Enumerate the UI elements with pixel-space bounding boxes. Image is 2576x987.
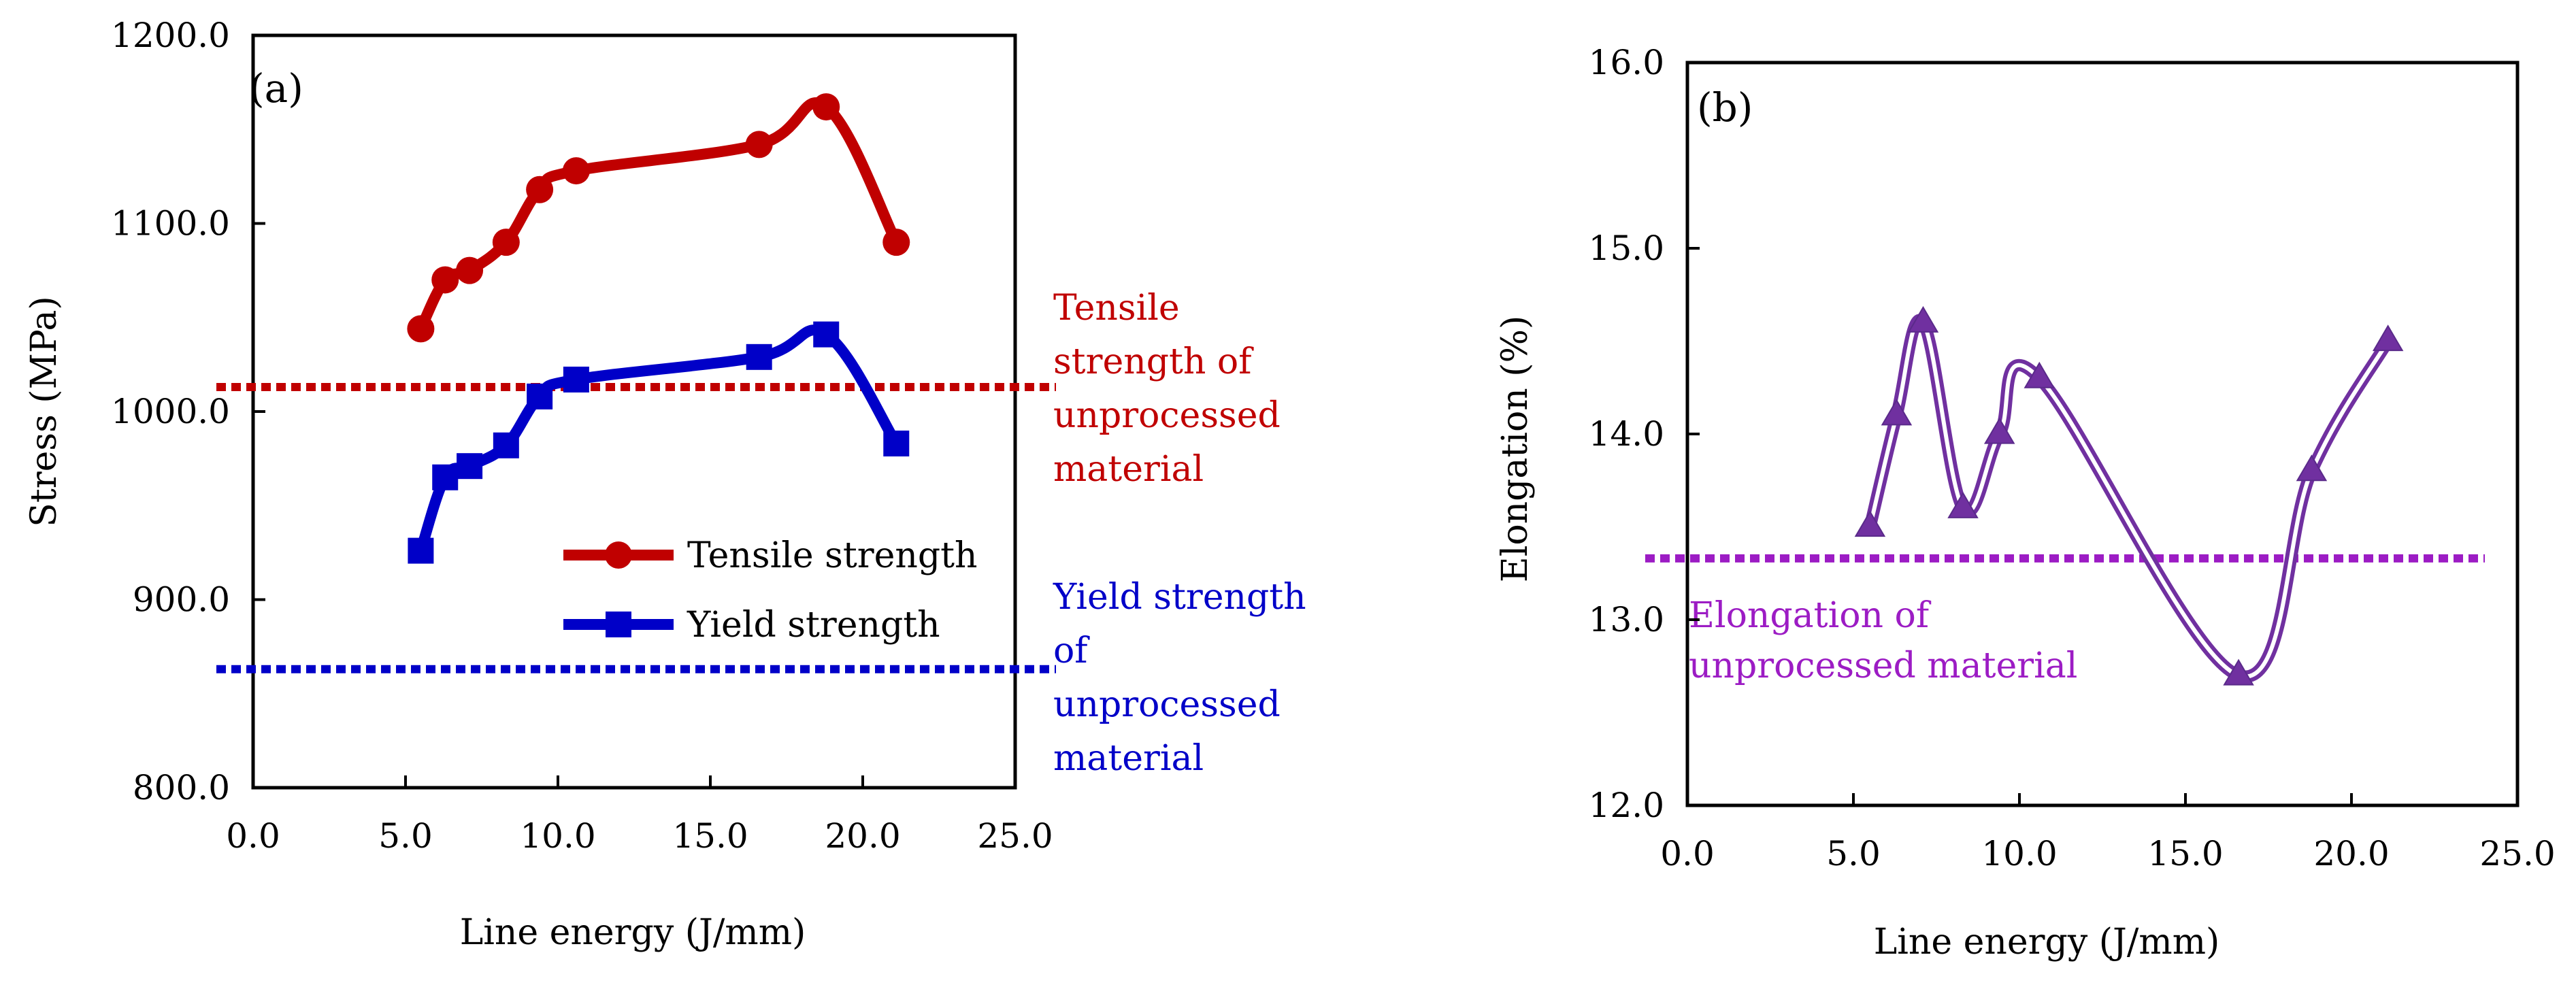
chart-b-y-tick-label: 14.0 xyxy=(1589,414,1664,454)
chart-a-x-axis-title: Line energy (J/mm) xyxy=(460,912,806,953)
chart-b-point xyxy=(2296,454,2328,482)
chart-b: Elongation of unprocessed material 0.0 5.0… xyxy=(1495,43,2556,963)
chart-a-point xyxy=(431,266,459,294)
chart-b-point xyxy=(1854,510,1886,537)
chart-b-y-axis-title: Elongation (%) xyxy=(1495,316,1536,583)
chart-a-x-tick-label: 10.0 xyxy=(520,816,595,856)
chart-b-point xyxy=(1881,399,1913,426)
chart-a-y-tick-label: 900.0 xyxy=(133,580,230,620)
chart-b-point xyxy=(2223,658,2254,686)
chart-a-point xyxy=(527,383,553,409)
legend-yield-marker xyxy=(606,612,631,637)
chart-b-point xyxy=(2024,361,2055,388)
chart-a-point xyxy=(882,229,910,256)
chart-a-reference-label: Tensile strength of unprocessed material xyxy=(1053,288,1281,490)
chart-a-y-tick-label: 800.0 xyxy=(133,768,230,807)
chart-a-point xyxy=(562,157,590,185)
chart-b-point xyxy=(2372,324,2404,352)
chart-b-y-tick-label: 16.0 xyxy=(1589,43,1664,82)
chart-a-plot-area xyxy=(251,33,1017,790)
chart-a-point xyxy=(813,321,840,348)
chart-a-point xyxy=(493,432,519,458)
chart-a-x-tick-label: 0.0 xyxy=(226,816,280,856)
chart-a-point xyxy=(812,93,840,121)
chart-b-reference-label: Elongation of unprocessed material xyxy=(1689,595,2077,686)
chart-b-point xyxy=(1907,305,1939,333)
chart-b-series-line xyxy=(1864,314,2394,683)
chart-b-x-axis-title: Line energy (J/mm) xyxy=(1874,922,2220,963)
chart-b-plot-area xyxy=(1685,61,2520,807)
chart-a-x-tick-label: 20.0 xyxy=(825,816,900,856)
chart-a-y-axis-title: Stress (MPa) xyxy=(24,296,65,527)
chart-a-series-line xyxy=(415,324,902,556)
chart-b-series-line-inner xyxy=(1868,318,2390,679)
chart-b-x-tick-label: 5.0 xyxy=(1826,834,1881,873)
chart-a-point xyxy=(408,537,434,564)
chart-a-y-tick-label: 1000.0 xyxy=(111,392,230,431)
chart-a-y-tick-label: 1200.0 xyxy=(111,16,230,55)
chart-b-x-tick-label: 0.0 xyxy=(1660,834,1715,873)
chart-a-series-line xyxy=(415,97,902,335)
chart-a: Tensile strength of unprocessed material Yie… xyxy=(24,16,1306,953)
chart-b-x-tick-label: 10.0 xyxy=(1981,834,2057,873)
chart-b-y-tick-label: 13.0 xyxy=(1589,600,1664,639)
chart-b-y-tick-label: 15.0 xyxy=(1589,229,1664,268)
chart-a-point xyxy=(526,175,554,203)
chart-a-x-tick-label: 5.0 xyxy=(378,816,433,856)
chart-b-y-tick-label: 12.0 xyxy=(1589,786,1664,825)
chart-b-x-tick-label: 15.0 xyxy=(2147,834,2223,873)
legend-yield-label: Yield strength xyxy=(687,605,940,646)
chart-a-x-tick-label: 15.0 xyxy=(672,816,748,856)
chart-a-point xyxy=(492,229,520,256)
chart-a-reference-label: Yield strength of unprocessed material xyxy=(1053,577,1306,779)
chart-a-point xyxy=(745,131,773,158)
chart-a-x-tick-label: 25.0 xyxy=(977,816,1053,856)
chart-a-point xyxy=(456,256,484,284)
chart-a-point xyxy=(407,315,435,343)
chart-b-point xyxy=(1983,417,2015,444)
legend-tensile-label: Tensile strength xyxy=(687,535,978,576)
chart-a-point xyxy=(563,366,589,392)
chart-b-x-tick-label: 25.0 xyxy=(2479,834,2555,873)
chart-b-x-tick-label: 20.0 xyxy=(2313,834,2389,873)
chart-a-panel-label: (a) xyxy=(249,65,303,112)
chart-a-point xyxy=(432,464,459,490)
legend-tensile-marker xyxy=(605,541,632,569)
chart-a-point xyxy=(883,431,910,457)
chart-a-y-tick-label: 1100.0 xyxy=(111,204,230,244)
chart-b-point xyxy=(1947,491,1979,518)
chart-a-point xyxy=(457,453,483,480)
chart-b-panel-label: (b) xyxy=(1697,84,1753,131)
chart-a-point xyxy=(746,344,772,370)
chart-a-legend: Tensile strength Yield strength xyxy=(563,535,978,646)
